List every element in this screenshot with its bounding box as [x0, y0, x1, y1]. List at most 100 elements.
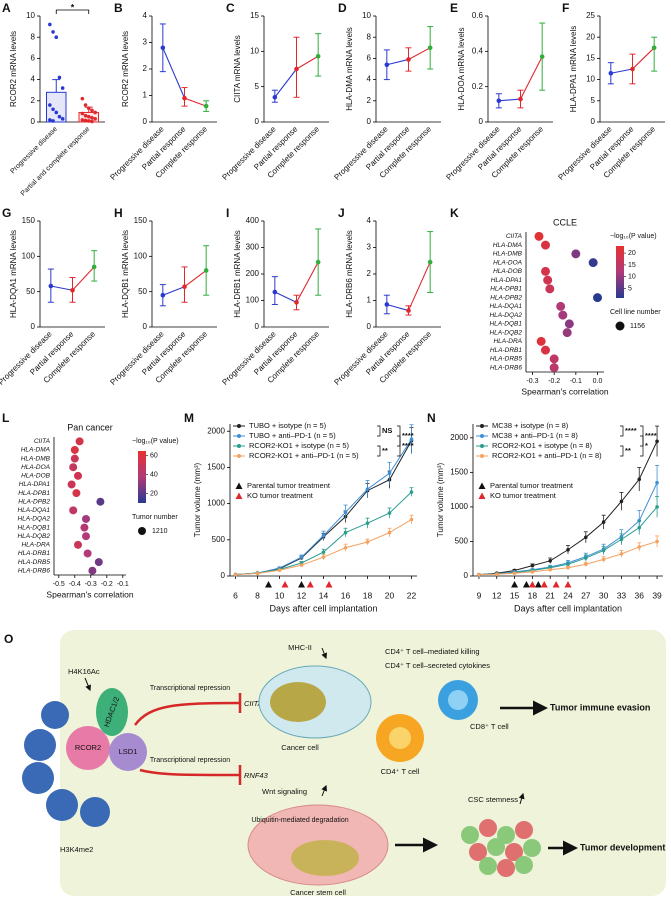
data-point	[70, 287, 75, 293]
dot	[562, 328, 572, 338]
x-tick-label: 12	[492, 590, 502, 600]
line-segment	[72, 266, 95, 291]
line-segment	[386, 303, 409, 312]
significance-bracket	[620, 445, 624, 457]
dot	[74, 540, 82, 549]
legend-marker	[480, 444, 484, 448]
y-tick-label: HLA-DRB6	[18, 567, 51, 574]
y-tick-label: 10	[26, 11, 35, 20]
data-point	[299, 563, 304, 567]
y-tick-label: 150	[134, 216, 148, 225]
x-axis-label: Days after cell implantation	[514, 603, 622, 613]
dot	[69, 463, 78, 472]
y-tick-label: 0	[221, 571, 226, 580]
treatment-marker	[511, 581, 519, 588]
y-tick-label: 300	[246, 243, 260, 252]
legend-label: KO tumor treatment	[247, 491, 314, 500]
dot	[80, 523, 89, 532]
y-tick-label: 5	[255, 82, 260, 91]
panel-letter: A	[2, 1, 11, 15]
legend-marker	[478, 492, 486, 499]
y-axis-label: Tumor volume (mm³)	[436, 462, 445, 537]
dot	[88, 566, 97, 575]
cancer-cell-label: Cancer cell	[281, 743, 319, 752]
data-point	[86, 119, 91, 123]
y-tick-label: 100	[134, 251, 148, 260]
mhc-label: MHC-II	[288, 643, 312, 652]
data-point	[321, 555, 326, 559]
x-tick-label: -0.3	[526, 378, 538, 385]
y-tick-label: 1000	[207, 499, 225, 508]
legend-marker	[237, 424, 241, 428]
cd8-nucleus	[448, 690, 468, 710]
y-tick-label: 1500	[207, 463, 225, 472]
colorbar-title: −log₁₀(P value)	[132, 438, 179, 445]
legend-label: RCOR2-KO1 + isotype (n = 5)	[249, 441, 350, 450]
y-tick-label: 4	[31, 75, 36, 84]
data-point	[182, 95, 187, 101]
significance-bracket	[55, 9, 90, 14]
h3k4me2-label: H3K4me2	[60, 845, 93, 854]
x-tick-label: -0.3	[85, 581, 97, 588]
line-segment	[162, 47, 186, 99]
line-segment	[162, 286, 185, 296]
significance-bracket	[377, 425, 381, 437]
series-line	[478, 441, 658, 576]
chart-title: CCLE	[553, 217, 577, 227]
y-axis-label: HLA-DMA mRNA levels	[345, 27, 354, 111]
h4k16ac-label: H4K16Ac	[68, 667, 100, 676]
y-tick-label: 0	[143, 117, 148, 126]
y-tick-label: 2	[31, 96, 36, 105]
data-point	[427, 45, 433, 51]
y-tick-label: HLA-DOB	[21, 473, 51, 480]
data-point	[343, 545, 348, 550]
data-point	[651, 45, 657, 51]
rcor2-protein	[66, 726, 110, 770]
dot	[70, 454, 79, 463]
legend-marker	[235, 482, 243, 489]
y-tick-label: 2	[367, 269, 372, 278]
legend-label: TUBO + anti–PD-1 (n = 5)	[249, 431, 336, 440]
gene-label: RNF43	[244, 771, 269, 780]
dot	[72, 489, 81, 498]
x-tick-label: 24	[563, 590, 573, 600]
y-tick-label: CIITA	[506, 233, 522, 240]
y-tick-label: HLA-DPB1	[490, 286, 522, 293]
y-tick-label: 2	[143, 64, 148, 73]
dot	[541, 345, 550, 355]
data-point	[83, 118, 88, 123]
data-point	[90, 108, 94, 113]
x-tick-label: 22	[407, 590, 417, 600]
y-tick-label: HLA-DQB1	[17, 524, 50, 531]
data-point	[272, 289, 278, 295]
cell	[487, 838, 505, 856]
dot	[541, 266, 550, 276]
y-tick-label: 500	[455, 537, 469, 546]
line-segment	[498, 98, 521, 102]
y-tick-label: HLA-DPB1	[18, 490, 50, 497]
dot	[588, 258, 598, 268]
cell	[469, 843, 487, 861]
data-point	[655, 439, 659, 444]
data-point	[518, 96, 523, 102]
data-point	[427, 259, 433, 265]
dot	[564, 319, 574, 329]
data-point	[539, 54, 545, 59]
significance-label: ****	[402, 431, 414, 440]
data-point	[51, 119, 55, 123]
data-point	[530, 563, 535, 568]
stem-cell-label: Cancer stem cell	[290, 888, 346, 897]
data-point	[512, 571, 517, 576]
y-tick-label: 0	[464, 571, 469, 580]
y-axis-label: RCOR2 mRNA levels	[9, 31, 18, 107]
y-tick-label: HLA-DMB	[21, 455, 51, 462]
cd4-nucleus	[389, 727, 411, 749]
y-tick-label: 6	[31, 54, 36, 63]
data-point	[530, 570, 535, 574]
treatment-marker	[325, 581, 333, 588]
colorbar-label: 60	[150, 453, 158, 460]
data-point	[406, 308, 411, 313]
data-point	[90, 119, 94, 124]
y-tick-label: 10	[250, 46, 259, 55]
